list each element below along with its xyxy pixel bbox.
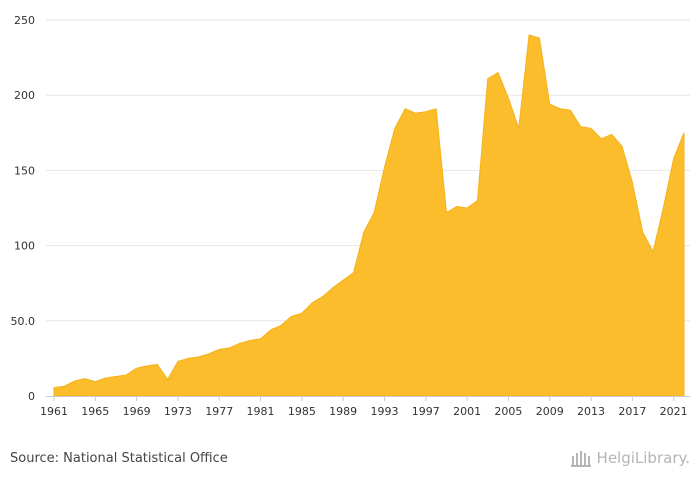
library-building-icon	[570, 451, 591, 467]
x-tick-label: 2017	[618, 405, 646, 418]
y-tick-label: 150	[14, 164, 35, 177]
x-tick-label: 2021	[660, 405, 688, 418]
y-tick-label: 250	[14, 14, 35, 27]
x-tick-label: 1961	[40, 405, 68, 418]
x-tick-label: 2009	[536, 405, 564, 418]
x-tick-label: 1965	[81, 405, 109, 418]
x-tick-label: 1981	[247, 405, 275, 418]
y-tick-label: 100	[14, 240, 35, 253]
x-tick-label: 1985	[288, 405, 316, 418]
x-tick-label: 1973	[164, 405, 192, 418]
x-axis	[46, 396, 690, 401]
x-tick-label: 1993	[370, 405, 398, 418]
y-axis-labels: 0 50.0 100 150 200 250	[11, 14, 36, 403]
x-tick-label: 1969	[123, 405, 151, 418]
x-tick-label: 1997	[412, 405, 440, 418]
y-tick-label: 50.0	[11, 315, 36, 328]
x-tick-label: 2005	[494, 405, 522, 418]
series-area	[53, 34, 685, 397]
logo-text: HelgiLibrary.	[596, 449, 690, 467]
y-tick-label: 200	[14, 89, 35, 102]
x-tick-label: 2001	[453, 405, 481, 418]
source-note: Source: National Statistical Office	[10, 451, 228, 466]
x-tick-label: 1989	[329, 405, 357, 418]
helgilibrary-logo: HelgiLibrary.	[569, 448, 690, 468]
chart-footer: Source: National Statistical Office Helg…	[0, 446, 700, 483]
y-tick-label: 0	[28, 390, 35, 403]
x-tick-label: 1977	[205, 405, 233, 418]
x-tick-label: 2013	[577, 405, 605, 418]
x-axis-labels: 1961 1965 1969 1973 1977 1981 1985 1989 1993 1997…	[40, 405, 688, 418]
